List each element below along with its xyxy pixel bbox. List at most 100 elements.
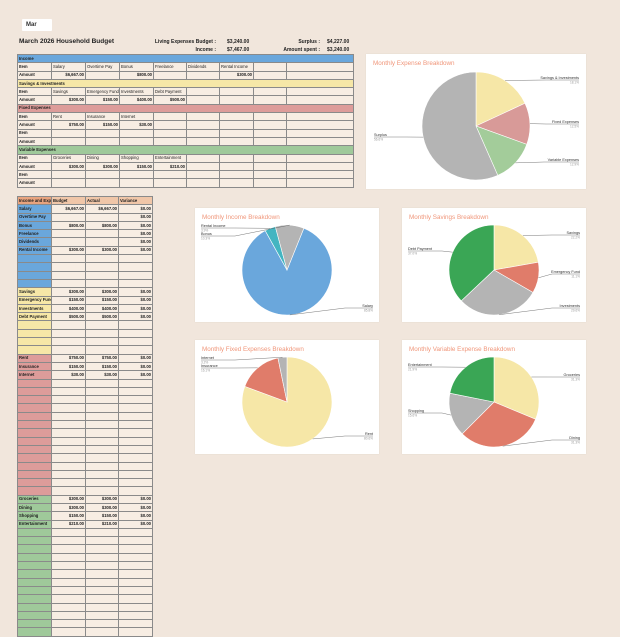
- grid-cell[interactable]: [86, 578, 119, 586]
- grid-cell[interactable]: [119, 628, 153, 636]
- grid-cell[interactable]: $210.00: [154, 162, 187, 170]
- grid-cell[interactable]: Freelance: [18, 230, 52, 238]
- grid-cell[interactable]: [119, 346, 153, 354]
- grid-cell[interactable]: $750.00: [86, 354, 119, 362]
- grid-cell[interactable]: [18, 271, 52, 279]
- grid-cell[interactable]: [119, 611, 153, 619]
- grid-cell[interactable]: [18, 462, 52, 470]
- grid-cell[interactable]: $0.00: [119, 495, 153, 503]
- grid-cell[interactable]: [52, 578, 86, 586]
- grid-cell[interactable]: [119, 338, 153, 346]
- grid-cell[interactable]: [18, 338, 52, 346]
- grid-cell[interactable]: [119, 454, 153, 462]
- grid-cell[interactable]: Amount: [18, 71, 52, 79]
- grid-cell[interactable]: Amount: [18, 96, 52, 104]
- grid-cell[interactable]: Insurance: [86, 113, 120, 121]
- grid-cell[interactable]: $0.00: [119, 512, 153, 520]
- grid-cell[interactable]: $0.00: [119, 221, 153, 229]
- grid-cell[interactable]: [254, 179, 287, 187]
- grid-cell[interactable]: $500.00: [154, 96, 187, 104]
- grid-cell[interactable]: [52, 404, 86, 412]
- grid-cell[interactable]: [18, 595, 52, 603]
- grid-cell[interactable]: Amount: [18, 179, 52, 187]
- grid-cell[interactable]: $0.00: [119, 246, 153, 254]
- grid-cell[interactable]: [120, 179, 154, 187]
- grid-cell[interactable]: $750.00: [52, 121, 86, 129]
- grid-cell[interactable]: Salary: [18, 205, 52, 213]
- grid-cell[interactable]: [119, 620, 153, 628]
- grid-cell[interactable]: [18, 479, 52, 487]
- grid-cell[interactable]: [220, 179, 254, 187]
- grid-cell[interactable]: [52, 454, 86, 462]
- grid-cell[interactable]: [52, 537, 86, 545]
- grid-cell[interactable]: [52, 570, 86, 578]
- grid-cell[interactable]: [18, 487, 52, 495]
- grid-cell[interactable]: [287, 129, 354, 137]
- grid-cell[interactable]: [18, 445, 52, 453]
- grid-cell[interactable]: [254, 88, 287, 96]
- grid-cell[interactable]: [86, 321, 119, 329]
- grid-cell[interactable]: $6,667.00: [86, 205, 119, 213]
- grid-cell[interactable]: [52, 263, 86, 271]
- grid-cell[interactable]: [119, 595, 153, 603]
- grid-cell[interactable]: [287, 154, 354, 162]
- grid-cell[interactable]: [18, 387, 52, 395]
- grid-cell[interactable]: $0.00: [119, 313, 153, 321]
- grid-cell[interactable]: [154, 137, 187, 145]
- grid-cell[interactable]: $150.00: [52, 296, 86, 304]
- grid-cell[interactable]: [52, 545, 86, 553]
- grid-cell[interactable]: [254, 137, 287, 145]
- grid-cell[interactable]: [86, 586, 119, 594]
- grid-cell[interactable]: [86, 255, 119, 263]
- grid-cell[interactable]: [187, 121, 220, 129]
- grid-cell[interactable]: [86, 570, 119, 578]
- grid-cell[interactable]: Item: [18, 88, 52, 96]
- grid-cell[interactable]: [86, 454, 119, 462]
- grid-cell[interactable]: [154, 171, 187, 179]
- grid-cell[interactable]: [52, 429, 86, 437]
- grid-cell[interactable]: Item: [18, 154, 52, 162]
- grid-cell[interactable]: [287, 113, 354, 121]
- grid-cell[interactable]: $150.00: [86, 121, 120, 129]
- grid-cell[interactable]: $0.00: [119, 371, 153, 379]
- grid-cell[interactable]: [52, 255, 86, 263]
- grid-cell[interactable]: [18, 562, 52, 570]
- grid-cell[interactable]: [52, 238, 86, 246]
- grid-cell[interactable]: Amount: [18, 137, 52, 145]
- grid-cell[interactable]: [52, 479, 86, 487]
- grid-cell[interactable]: [119, 528, 153, 536]
- grid-cell[interactable]: Salary: [52, 63, 86, 71]
- grid-cell[interactable]: $750.00: [52, 354, 86, 362]
- grid-cell[interactable]: Groceries: [18, 495, 52, 503]
- grid-cell[interactable]: Dining: [86, 154, 120, 162]
- grid-cell[interactable]: [18, 412, 52, 420]
- grid-cell[interactable]: $300.00: [220, 71, 254, 79]
- grid-cell[interactable]: [120, 171, 154, 179]
- grid-cell[interactable]: [86, 329, 119, 337]
- grid-cell[interactable]: [154, 113, 187, 121]
- grid-cell[interactable]: $500.00: [86, 313, 119, 321]
- grid-cell[interactable]: [52, 329, 86, 337]
- grid-cell[interactable]: [18, 578, 52, 586]
- grid-cell[interactable]: $300.00: [52, 162, 86, 170]
- grid-cell[interactable]: [18, 537, 52, 545]
- grid-cell[interactable]: [52, 129, 86, 137]
- grid-cell[interactable]: [119, 279, 153, 287]
- grid-cell[interactable]: $150.00: [86, 362, 119, 370]
- grid-cell[interactable]: $300.00: [86, 162, 120, 170]
- grid-cell[interactable]: $300.00: [86, 503, 119, 511]
- grid-cell[interactable]: [86, 479, 119, 487]
- grid-cell[interactable]: Overtime Pay: [18, 213, 52, 221]
- grid-cell[interactable]: [119, 396, 153, 404]
- grid-cell[interactable]: $0.00: [119, 520, 153, 528]
- grid-cell[interactable]: $6,667.00: [52, 71, 86, 79]
- grid-cell[interactable]: [18, 321, 52, 329]
- grid-cell[interactable]: [187, 113, 220, 121]
- grid-cell[interactable]: [52, 387, 86, 395]
- grid-cell[interactable]: [119, 387, 153, 395]
- grid-cell[interactable]: [120, 137, 154, 145]
- grid-cell[interactable]: [119, 470, 153, 478]
- grid-cell[interactable]: $150.00: [86, 96, 120, 104]
- grid-cell[interactable]: [254, 162, 287, 170]
- grid-cell[interactable]: $300.00: [86, 288, 119, 296]
